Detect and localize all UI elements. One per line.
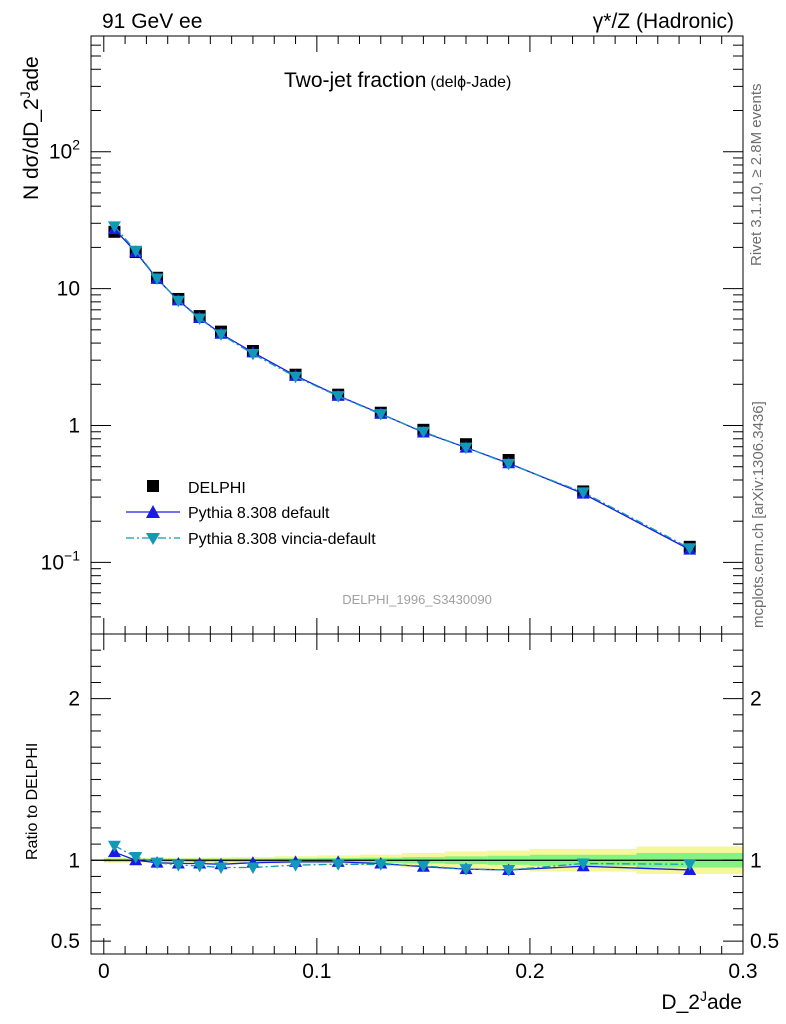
point-s2-11: [459, 442, 473, 455]
point-s2-0: [107, 221, 121, 233]
main-ytick-label-1: 1: [68, 415, 80, 438]
main-panel: Two-jet fraction (delϕ-Jade) DELPHI_1996_…: [17, 35, 744, 635]
ratio-ytick-label-left-1: 1: [68, 849, 80, 872]
ratio-ytick-label-left-0: 0.5: [51, 930, 80, 953]
ratio-ytick-label-left-2: 2: [68, 688, 80, 711]
x-axis-label: D_2Jade: [661, 988, 742, 1014]
ratio-line-2: [114, 845, 690, 871]
ratio-ytick-label-right-2: 2: [750, 688, 762, 711]
ratio-frame: [90, 633, 744, 955]
legend-label-pythia-default: Pythia 8.308 default: [188, 505, 330, 522]
legend-label-delphi: DELPHI: [188, 480, 246, 497]
point-s2-14: [683, 543, 697, 555]
ratio-point-s2-12: [502, 864, 516, 877]
ratio-point-s2-5: [214, 862, 228, 875]
y-axis-label: N dσ/dD_2Jade: [17, 56, 43, 200]
point-s2-13: [576, 487, 590, 499]
ratio-ytick-label-right-0: 0.5: [750, 930, 779, 953]
ratio-point-s2-6: [246, 862, 260, 875]
ratio-point-s2-1: [129, 852, 143, 864]
ratio-point-s2-8: [331, 859, 345, 871]
legend-marker-pythia-vincia: [146, 533, 160, 545]
ratio-point-s2-4: [193, 860, 207, 873]
point-s2-4: [193, 313, 207, 325]
point-s2-9: [374, 409, 388, 421]
point-s2-5: [214, 329, 228, 341]
mcplots-label: mcplots.cern.ch [arXiv:1306.3436]: [750, 401, 767, 628]
ratio-ytick-label-right-1: 1: [750, 849, 762, 872]
x-tick-label-0: 0: [98, 960, 110, 983]
point-s2-3: [171, 295, 185, 308]
ratio-point-s2-9: [374, 859, 388, 871]
point-s2-10: [416, 426, 430, 439]
rivet-version-label: Rivet 3.1.10, ≥ 2.8M events: [748, 84, 765, 267]
header-left-label: 91 GeV ee: [102, 10, 202, 33]
main-ytick-label-0: 10−1: [41, 547, 81, 574]
x-tick-label-2: 0.2: [515, 960, 544, 983]
main-ytick-label-2: 10: [57, 278, 80, 301]
legend-marker-pythia-default: [146, 505, 160, 518]
point-s2-12: [502, 458, 516, 471]
point-s2-6: [246, 348, 260, 361]
point-s2-1: [129, 245, 143, 258]
legend: DELPHI Pythia 8.308 default Pythia 8.308…: [126, 480, 376, 548]
point-s2-7: [289, 371, 303, 384]
series-line-2: [113, 225, 691, 549]
ratio-point-s2-11: [459, 864, 473, 876]
watermark-label: DELPHI_1996_S3430090: [342, 592, 492, 607]
series-line-1: [113, 228, 691, 551]
ratio-y-axis-label: Ratio to DELPHI: [24, 743, 41, 860]
ratio-panel: 0.5 0.5 1 1 2 2 0 0.1 0.2 0.3 Ratio to DELPHI D_…: [24, 36, 779, 1014]
main-ytick-label-3: 102: [49, 137, 80, 164]
point-s2-2: [150, 273, 164, 286]
ratio-point-s2-7: [289, 860, 303, 872]
ratio-point-s2-14: [683, 859, 697, 871]
point-s2-8: [331, 391, 345, 403]
header-right-label: γ*/Z (Hadronic): [593, 10, 734, 33]
x-tick-label-1: 0.1: [302, 960, 331, 983]
ratio-point-s2-13: [576, 858, 590, 870]
legend-label-pythia-vincia: Pythia 8.308 vincia-default: [188, 531, 376, 548]
ratio-point-s2-10: [416, 860, 430, 873]
ratio-point-s2-2: [150, 857, 164, 870]
legend-marker-delphi: [147, 480, 159, 492]
ratio-point-s2-0: [107, 840, 121, 853]
ratio-point-s2-3: [171, 860, 185, 872]
x-tick-label-3: 0.3: [728, 960, 757, 983]
chart-title: Two-jet fraction (delϕ-Jade): [284, 69, 511, 92]
